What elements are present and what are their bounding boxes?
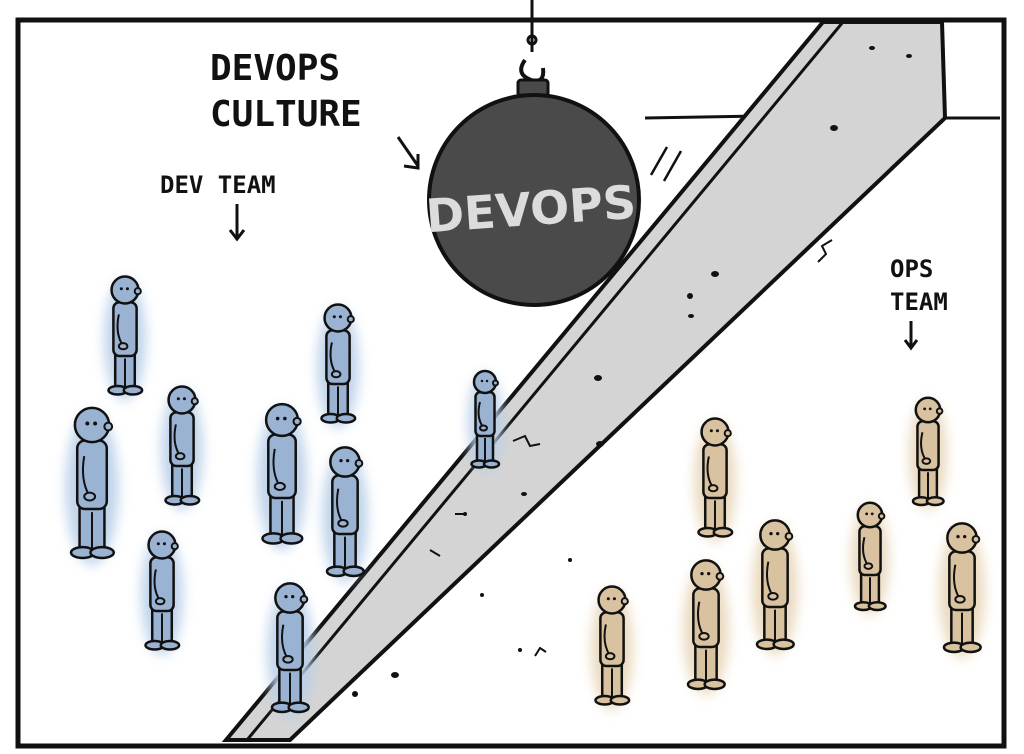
ops-team-label-line1: OPS [890, 255, 933, 283]
devops-culture-label-line2: CULTURE [210, 94, 362, 135]
devops-culture-label-line1: DEVOPS [210, 48, 340, 89]
dev-team-label: DEV TEAM [160, 171, 276, 199]
dev-team-member [141, 530, 183, 655]
ops-team-group [591, 396, 985, 710]
dev-team-member [104, 275, 146, 400]
ops-team-member [752, 519, 798, 655]
dev-team-member [267, 582, 313, 718]
motion-lines [649, 146, 683, 182]
ops-team-member [909, 396, 947, 510]
ops-team-arrow [903, 321, 919, 351]
ops-team-label-line2: TEAM [890, 288, 948, 316]
dev-team-group [65, 275, 502, 718]
wrecking-ball: DEVOPS [424, 0, 641, 307]
dev-team-member [65, 406, 119, 565]
dev-team-member [317, 303, 359, 428]
ops-team-member [851, 501, 889, 615]
ops-team-member [939, 522, 985, 658]
panel-border [15, 17, 1007, 749]
dev-team-member [161, 385, 203, 510]
devops-culture-arrow [396, 136, 420, 170]
ops-team-member [694, 417, 736, 542]
dev-team-member [322, 446, 368, 582]
dev-team-arrow [228, 204, 246, 242]
dev-team-member [257, 402, 307, 550]
dev-team-member [468, 369, 502, 472]
ops-team-member [683, 559, 729, 695]
ops-team-member [591, 585, 633, 710]
